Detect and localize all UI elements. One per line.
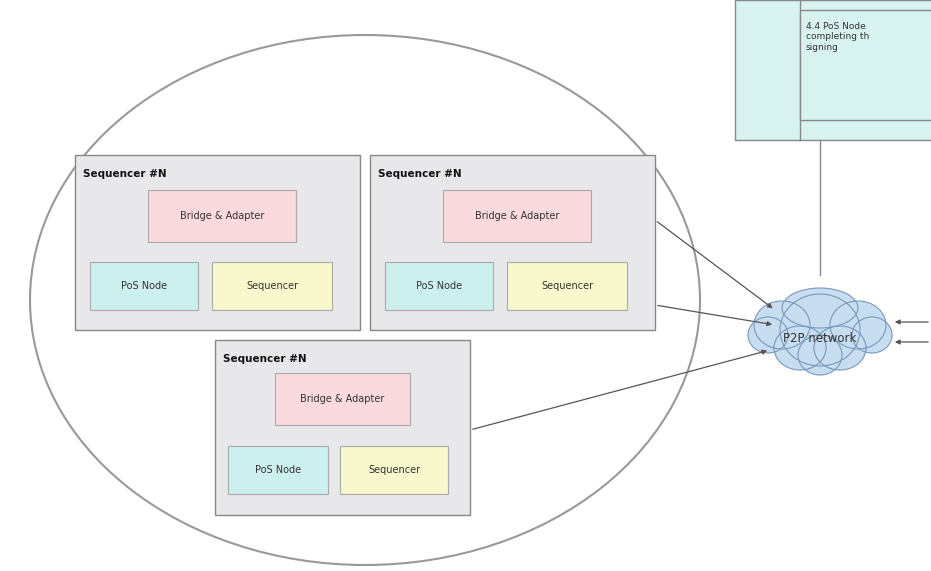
Text: P2P network: P2P network <box>783 332 857 344</box>
FancyBboxPatch shape <box>443 190 591 242</box>
Text: Bridge & Adapter: Bridge & Adapter <box>180 211 264 221</box>
Text: PoS Node: PoS Node <box>121 281 167 291</box>
FancyBboxPatch shape <box>215 340 470 515</box>
Text: PoS Node: PoS Node <box>416 281 462 291</box>
FancyBboxPatch shape <box>800 10 931 120</box>
FancyBboxPatch shape <box>212 262 332 310</box>
FancyBboxPatch shape <box>75 155 360 330</box>
Text: Sequencer #N: Sequencer #N <box>223 354 306 364</box>
FancyBboxPatch shape <box>228 446 328 494</box>
FancyBboxPatch shape <box>148 190 296 242</box>
Text: Sequencer #N: Sequencer #N <box>83 169 167 179</box>
Ellipse shape <box>852 317 892 353</box>
FancyBboxPatch shape <box>735 0 931 140</box>
Text: Sequencer: Sequencer <box>368 465 420 475</box>
Text: Sequencer: Sequencer <box>541 281 593 291</box>
Ellipse shape <box>830 301 886 349</box>
FancyBboxPatch shape <box>370 155 655 330</box>
Text: PoS Node: PoS Node <box>255 465 301 475</box>
Text: Bridge & Adapter: Bridge & Adapter <box>301 394 385 404</box>
FancyBboxPatch shape <box>385 262 493 310</box>
Ellipse shape <box>814 326 866 370</box>
Text: 4.4 PoS Node
completing th
signing: 4.4 PoS Node completing th signing <box>806 22 870 52</box>
Ellipse shape <box>780 294 860 366</box>
Ellipse shape <box>754 301 810 349</box>
FancyBboxPatch shape <box>340 446 448 494</box>
Ellipse shape <box>774 326 826 370</box>
Ellipse shape <box>782 288 858 328</box>
Ellipse shape <box>798 335 842 375</box>
Ellipse shape <box>748 317 788 353</box>
Text: Sequencer #N: Sequencer #N <box>378 169 462 179</box>
Text: Sequencer: Sequencer <box>246 281 298 291</box>
FancyBboxPatch shape <box>90 262 198 310</box>
FancyBboxPatch shape <box>275 373 410 425</box>
FancyBboxPatch shape <box>507 262 627 310</box>
Text: Bridge & Adapter: Bridge & Adapter <box>475 211 560 221</box>
